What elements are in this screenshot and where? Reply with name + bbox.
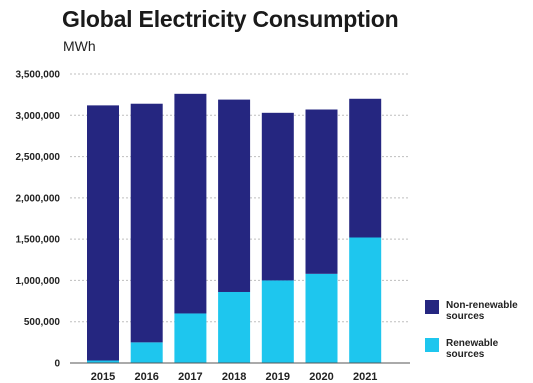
bar-segment: [261, 280, 294, 363]
x-tick-label: 2018: [222, 371, 246, 383]
bar-segment: [261, 112, 294, 281]
x-tick-label: 2015: [91, 371, 115, 383]
legend-swatch: [425, 338, 439, 352]
y-axis-ticks: 0 500,000 1,000,000 1,500,000 2,000,000 2,500…: [16, 70, 61, 370]
bar-segment: [87, 105, 119, 361]
x-tick-label: 2020: [309, 371, 333, 383]
bar-segment: [130, 103, 163, 343]
chart-title: Global Electricity Consumption: [62, 6, 399, 32]
bar-segment: [174, 313, 207, 363]
y-tick-label: 0: [54, 359, 60, 370]
y-tick-label: 2,500,000: [16, 152, 61, 163]
bar-segment: [305, 273, 338, 363]
bars: [87, 93, 382, 363]
legend-label: sources: [446, 311, 485, 322]
legend-swatch: [425, 300, 439, 314]
x-tick-label: 2021: [353, 371, 377, 383]
bar-segment: [174, 93, 207, 314]
y-tick-label: 1,000,000: [16, 276, 61, 287]
y-tick-label: 500,000: [24, 317, 61, 328]
y-tick-label: 2,000,000: [16, 193, 61, 204]
chart-subtitle-unit: MWh: [63, 38, 96, 54]
legend-label: Renewable: [446, 338, 499, 349]
x-axis-ticks: 2015 2016 2017 2018 2019 2020 2021: [91, 371, 378, 383]
y-tick-label: 1,500,000: [16, 235, 61, 246]
bar-segment: [349, 98, 382, 238]
y-tick-label: 3,000,000: [16, 111, 61, 122]
legend-label: Non-renewable: [446, 300, 518, 311]
x-tick-label: 2016: [134, 371, 158, 383]
bar-segment: [218, 291, 251, 363]
bar-segment: [87, 360, 119, 363]
bar-segment: [130, 342, 163, 363]
legend-label: sources: [446, 349, 485, 360]
x-tick-label: 2017: [178, 371, 202, 383]
bar-segment: [218, 99, 251, 292]
y-tick-label: 3,500,000: [16, 70, 61, 81]
x-tick-label: 2019: [266, 371, 290, 383]
bar-segment: [305, 109, 338, 274]
bar-segment: [349, 237, 382, 363]
